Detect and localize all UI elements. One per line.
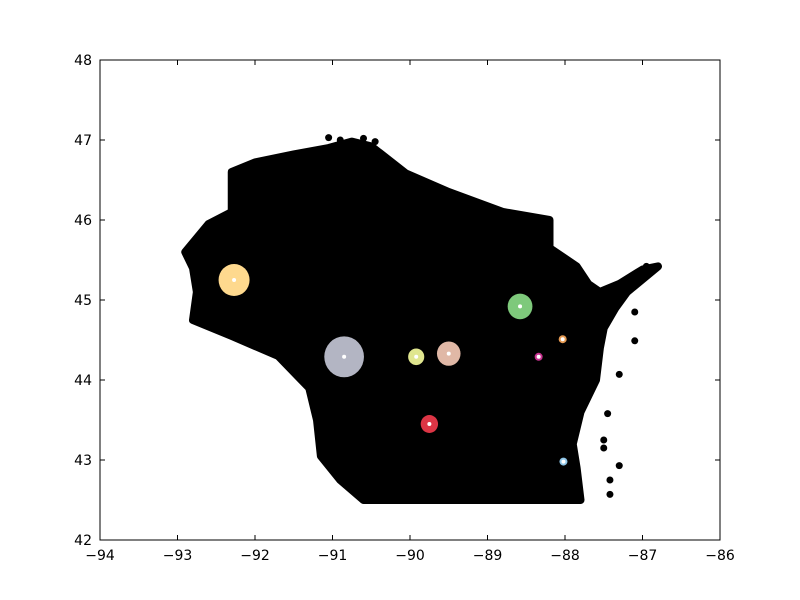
background-point-8	[600, 436, 608, 444]
axes: −94 −93 −92 −91 −90 −89 −88 −87 −86 42 43 44 45 46 47 4…	[74, 53, 735, 564]
background-point-6	[615, 370, 623, 378]
background-point-13	[642, 262, 650, 270]
cluster-center-1	[342, 354, 347, 359]
x-tick-label-7: −87	[628, 548, 658, 564]
cluster-center-2	[414, 354, 419, 359]
y-tick-label-5: 47	[74, 133, 92, 149]
x-tick-label-5: −89	[473, 548, 503, 564]
x-tick-label-1: −93	[163, 548, 193, 564]
background-point-1	[336, 136, 344, 144]
plot-area	[181, 134, 662, 504]
background-point-7	[604, 410, 612, 418]
y-tick-label-6: 48	[74, 53, 92, 69]
cluster-center-8	[561, 459, 566, 464]
cluster-center-5	[518, 304, 523, 309]
background-point-4	[377, 158, 385, 166]
y-tick-label-2: 44	[74, 373, 92, 389]
y-tick-label-1: 43	[74, 453, 92, 469]
x-tick-label-8: −86	[705, 548, 735, 564]
x-tick-label-0: −94	[85, 548, 115, 564]
background-point-10	[615, 462, 623, 470]
background-point-2	[360, 134, 367, 142]
cluster-center-7	[560, 337, 565, 342]
background-point-3	[371, 138, 379, 146]
y-tick-label-4: 46	[74, 213, 92, 229]
data-layer	[181, 134, 662, 504]
background-point-region	[181, 137, 662, 504]
y-tick-label-0: 42	[74, 533, 92, 549]
x-tick-label-2: −92	[240, 548, 270, 564]
background-point-11	[606, 476, 614, 484]
background-point-0	[325, 134, 333, 142]
x-tick-label-6: −88	[550, 548, 580, 564]
cluster-center-3	[446, 351, 451, 356]
background-point-14	[623, 276, 631, 284]
y-tick-label-3: 45	[74, 293, 92, 309]
background-point-15	[631, 308, 639, 316]
cluster-center-4	[427, 422, 432, 426]
background-point-12	[606, 490, 614, 498]
x-tick-label-3: −91	[318, 548, 348, 564]
x-tick-label-4: −90	[395, 548, 425, 564]
cluster-center-6	[536, 354, 541, 359]
background-point-9	[600, 444, 608, 452]
background-point-5	[631, 337, 639, 345]
cluster-center-0	[232, 278, 237, 282]
